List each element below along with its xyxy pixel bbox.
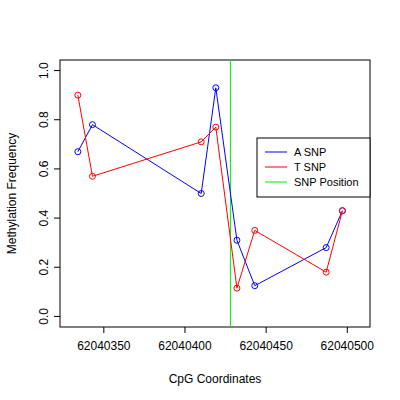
y-tick-label: 0.2 bbox=[37, 259, 51, 276]
plot-frame bbox=[60, 60, 370, 327]
x-tick bbox=[184, 327, 185, 333]
point bbox=[75, 92, 81, 98]
point bbox=[323, 269, 329, 275]
point bbox=[89, 122, 95, 128]
y-tick-label: 0.6 bbox=[37, 160, 51, 177]
point bbox=[252, 227, 258, 233]
y-axis-label: Methylation Frequency bbox=[5, 133, 19, 254]
legend: A SNP T SNP SNP Position bbox=[257, 138, 370, 197]
x-tick-label: 62040500 bbox=[321, 339, 375, 353]
y-tick-label: 0.8 bbox=[37, 111, 51, 128]
background bbox=[0, 0, 400, 400]
point bbox=[213, 124, 219, 130]
point bbox=[89, 173, 95, 179]
point bbox=[234, 237, 240, 243]
x-axis-label: CpG Coordinates bbox=[169, 372, 262, 386]
point bbox=[198, 191, 204, 197]
point bbox=[213, 85, 219, 91]
legend-label: A SNP bbox=[294, 146, 326, 158]
y-tick bbox=[54, 119, 60, 120]
point bbox=[339, 208, 345, 214]
y-tick bbox=[54, 218, 60, 219]
y-tick-label: 0.0 bbox=[37, 308, 51, 325]
legend-label: T SNP bbox=[294, 161, 326, 173]
y-tick-label: 0.4 bbox=[37, 209, 51, 226]
legend-label: SNP Position bbox=[294, 176, 359, 188]
x-tick-label: 62040450 bbox=[239, 339, 293, 353]
legend-swatch bbox=[265, 182, 287, 183]
y-tick-label: 1.0 bbox=[37, 62, 51, 79]
y-tick bbox=[54, 168, 60, 169]
legend-box bbox=[257, 138, 370, 197]
x-tick-label: 62040400 bbox=[158, 339, 212, 353]
x-tick-label: 62040350 bbox=[77, 339, 131, 353]
y-tick bbox=[54, 70, 60, 71]
point bbox=[252, 283, 258, 289]
x-tick bbox=[347, 327, 348, 333]
y-tick bbox=[54, 267, 60, 268]
chart: 62040350 62040400 62040450 62040500 0.0 0.2 0.… bbox=[0, 0, 400, 400]
x-tick bbox=[266, 327, 267, 333]
legend-swatch bbox=[265, 167, 287, 168]
y-tick bbox=[54, 316, 60, 317]
point bbox=[198, 139, 204, 145]
point bbox=[234, 285, 240, 291]
point bbox=[323, 245, 329, 251]
legend-swatch bbox=[265, 152, 287, 153]
point bbox=[75, 149, 81, 155]
x-tick bbox=[103, 327, 104, 333]
